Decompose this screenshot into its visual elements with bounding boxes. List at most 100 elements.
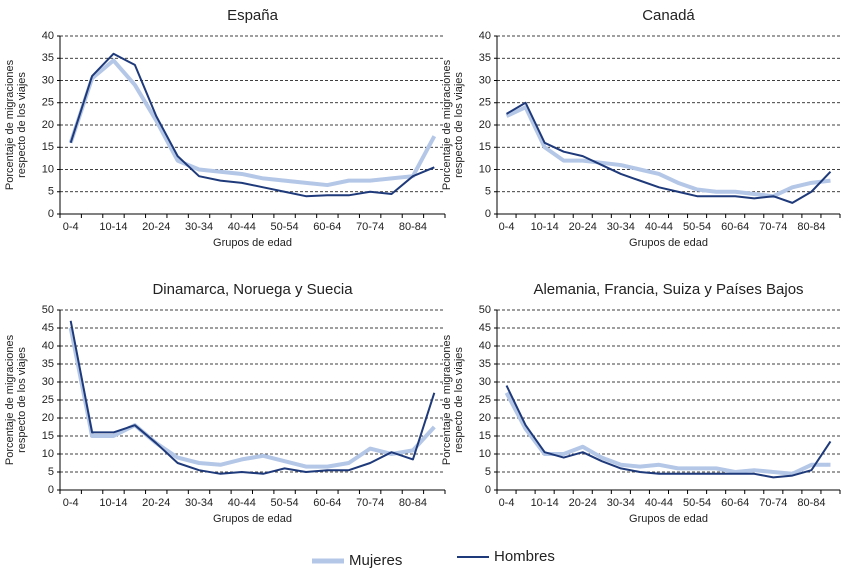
x-tick-label: 0-4 [63,221,79,233]
x-tick-label: 50-54 [683,221,711,233]
x-tick-label: 50-54 [271,497,299,509]
x-tick-label: 80-84 [797,497,825,509]
x-tick-label: 0-4 [499,221,515,233]
x-tick-label: 70-74 [356,221,384,233]
y-axis-label: Porcentaje de migraciones [441,59,453,190]
y-tick-label: 40 [42,340,54,352]
y-tick-label: 20 [42,119,54,131]
legend-label: Mujeres [349,552,402,569]
series-line [68,327,436,469]
y-tick-label: 30 [479,376,491,388]
y-tick-label: 25 [42,394,54,406]
y-tick-label: 30 [42,74,54,86]
y-tick-label: 30 [479,74,491,86]
y-tick-label: 0 [48,484,54,496]
y-tick-label: 50 [42,304,54,316]
x-tick-label: 60-64 [721,221,749,233]
x-tick-label: 20-24 [569,221,597,233]
x-tick-label: 40-44 [645,221,673,233]
y-tick-label: 15 [42,141,54,153]
x-tick-label: 50-54 [683,497,711,509]
y-tick-label: 15 [479,430,491,442]
y-tick-label: 45 [479,322,491,334]
series-line [506,101,832,204]
x-tick-label: 10-14 [531,221,559,233]
y-tick-label: 20 [479,119,491,131]
x-axis-label: Grupos de edad [213,513,292,525]
y-tick-label: 5 [48,186,54,198]
y-tick-label: 0 [48,208,54,220]
x-axis-label: Grupos de edad [629,513,708,525]
y-axis-label: respecto de los viajes [16,72,28,178]
series-line [505,385,832,479]
chart-title: Canadá [642,7,695,24]
y-tick-label: 25 [479,394,491,406]
y-axis-label: respecto de los viajes [453,347,465,453]
y-tick-label: 15 [42,430,54,442]
chart-title: España [227,7,279,24]
y-tick-label: 35 [42,52,54,64]
x-tick-label: 0-4 [63,497,79,509]
y-tick-label: 10 [42,163,54,175]
y-tick-label: 0 [485,484,491,496]
y-tick-label: 40 [479,340,491,352]
y-tick-label: 25 [479,97,491,109]
x-tick-label: 70-74 [759,497,787,509]
y-tick-label: 35 [42,358,54,370]
y-tick-label: 10 [479,163,491,175]
y-tick-label: 10 [42,448,54,460]
y-tick-label: 45 [42,322,54,334]
y-tick-label: 50 [479,304,491,316]
y-tick-label: 30 [42,376,54,388]
y-axis-label: respecto de los viajes [16,347,28,453]
y-tick-label: 15 [479,141,491,153]
chart-title: Dinamarca, Noruega y Suecia [152,281,353,298]
x-axis-label: Grupos de edad [213,237,292,249]
x-tick-label: 80-84 [399,497,427,509]
y-tick-label: 35 [479,52,491,64]
series-line [69,52,435,198]
x-tick-label: 0-4 [499,497,515,509]
x-tick-label: 10-14 [99,497,127,509]
y-tick-label: 0 [485,208,491,220]
x-tick-label: 50-54 [271,221,299,233]
y-tick-label: 5 [485,466,491,478]
series-line [68,58,437,188]
chart-title: Alemania, Francia, Suiza y Países Bajos [533,281,803,298]
x-tick-label: 30-34 [607,221,635,233]
series-line [504,391,831,476]
series-line [505,105,831,199]
x-tick-label: 10-14 [99,221,127,233]
y-tick-label: 40 [479,30,491,42]
x-axis-label: Grupos de edad [629,237,708,249]
x-tick-label: 20-24 [569,497,597,509]
x-tick-label: 80-84 [797,221,825,233]
y-tick-label: 25 [42,97,54,109]
x-tick-label: 30-34 [185,497,213,509]
x-tick-label: 30-34 [607,497,635,509]
x-tick-label: 70-74 [356,497,384,509]
x-tick-label: 20-24 [142,221,170,233]
legend-label: Hombres [494,548,555,565]
x-tick-label: 40-44 [228,497,256,509]
x-tick-label: 40-44 [228,221,256,233]
x-tick-label: 60-64 [313,497,341,509]
x-tick-label: 60-64 [721,497,749,509]
x-tick-label: 80-84 [399,221,427,233]
series-line [69,320,436,475]
y-axis-label: Porcentaje de migraciones [441,334,453,465]
y-tick-label: 20 [42,412,54,424]
y-axis-label: Porcentaje de migraciones [4,59,16,190]
x-tick-label: 70-74 [759,221,787,233]
x-tick-label: 20-24 [142,497,170,509]
x-tick-label: 40-44 [645,497,673,509]
y-axis-label: Porcentaje de migraciones [4,334,16,465]
x-tick-label: 10-14 [531,497,559,509]
y-tick-label: 10 [479,448,491,460]
y-axis-label: respecto de los viajes [453,72,465,178]
y-tick-label: 5 [48,466,54,478]
x-tick-label: 60-64 [313,221,341,233]
y-tick-label: 35 [479,358,491,370]
x-tick-label: 30-34 [185,221,213,233]
